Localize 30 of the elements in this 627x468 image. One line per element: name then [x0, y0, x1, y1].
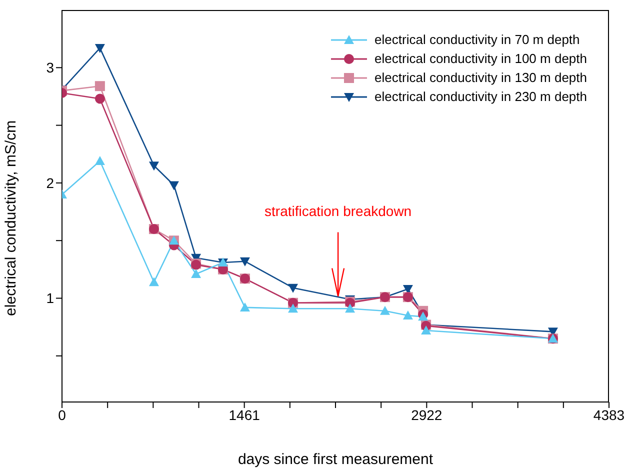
- x-tick-label: 1461: [228, 406, 260, 423]
- legend-label: electrical conductivity in 70 m depth: [374, 32, 580, 47]
- x-tick-label: 4383: [593, 406, 625, 423]
- y-tick-label: 3: [46, 60, 54, 76]
- point: [380, 306, 390, 315]
- x-axis-title: days since first measurement: [238, 451, 434, 468]
- point: [345, 304, 356, 313]
- point: [148, 277, 159, 286]
- point: [168, 181, 179, 190]
- y-axis-title: electrical conductivity, mS/cm: [2, 120, 20, 316]
- annotation: stratification breakdown: [264, 203, 412, 220]
- point: [94, 94, 105, 104]
- point: [94, 44, 105, 54]
- x-tick-label: 0: [58, 406, 66, 423]
- point: [288, 304, 298, 313]
- legend-label: electrical conductivity in 100 m depth: [374, 51, 587, 66]
- point: [402, 310, 413, 320]
- point: [240, 257, 250, 266]
- y-tick-label: 1: [46, 290, 54, 306]
- point: [94, 156, 105, 166]
- legend-label: electrical conductivity in 130 m depth: [374, 70, 587, 85]
- y-tick-label: 2: [46, 174, 54, 191]
- legend-label: electrical conductivity in 230 m depth: [374, 89, 587, 104]
- point: [94, 81, 105, 92]
- point: [148, 162, 159, 171]
- point: [240, 302, 250, 312]
- point: [191, 269, 202, 278]
- x-tick-label: 2922: [411, 406, 442, 423]
- point: [421, 326, 432, 335]
- point: [288, 284, 298, 293]
